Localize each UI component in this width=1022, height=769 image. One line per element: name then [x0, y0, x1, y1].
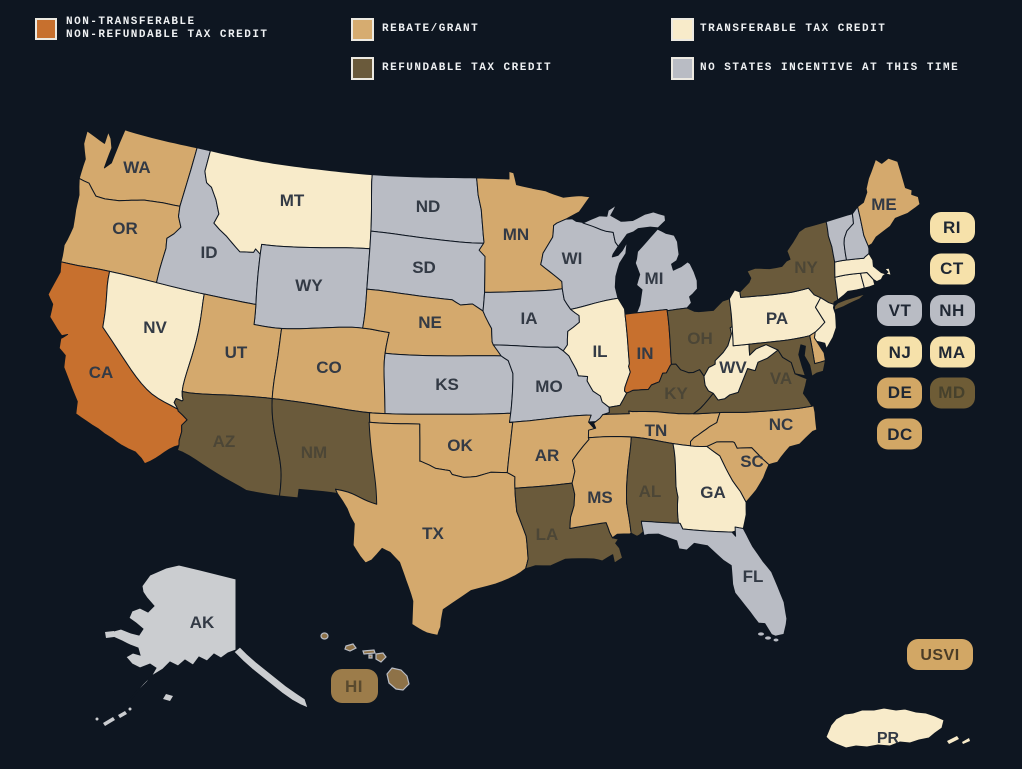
svg-text:PR: PR	[877, 730, 900, 747]
svg-text:FL: FL	[743, 567, 764, 586]
svg-text:CO: CO	[316, 358, 342, 377]
svg-text:ID: ID	[201, 243, 218, 262]
svg-text:USVI: USVI	[920, 647, 959, 664]
svg-text:AZ: AZ	[213, 432, 236, 451]
svg-text:WI: WI	[562, 249, 583, 268]
svg-text:LA: LA	[536, 525, 559, 544]
svg-text:NM: NM	[301, 443, 327, 462]
svg-text:AL: AL	[639, 482, 662, 501]
svg-text:SD: SD	[412, 258, 436, 277]
svg-text:VT: VT	[889, 301, 912, 320]
svg-text:NC: NC	[769, 415, 794, 434]
svg-text:VA: VA	[770, 369, 792, 388]
svg-text:MT: MT	[280, 191, 305, 210]
svg-text:IA: IA	[521, 309, 538, 328]
svg-text:OH: OH	[687, 329, 713, 348]
svg-text:MD: MD	[938, 383, 965, 402]
svg-text:MO: MO	[535, 377, 562, 396]
svg-text:IL: IL	[592, 342, 607, 361]
svg-text:CT: CT	[940, 259, 964, 278]
svg-text:NH: NH	[939, 301, 965, 320]
svg-text:MS: MS	[587, 488, 613, 507]
svg-text:NY: NY	[794, 258, 818, 277]
svg-text:MI: MI	[645, 269, 664, 288]
svg-text:OR: OR	[112, 219, 138, 238]
svg-text:PA: PA	[766, 309, 788, 328]
svg-text:WA: WA	[123, 158, 150, 177]
svg-text:MA: MA	[938, 343, 965, 362]
svg-text:NJ: NJ	[889, 343, 912, 362]
svg-text:AK: AK	[190, 613, 215, 632]
svg-text:WV: WV	[719, 358, 747, 377]
svg-text:RI: RI	[943, 218, 961, 237]
svg-text:OK: OK	[447, 436, 473, 455]
svg-text:DE: DE	[888, 383, 913, 402]
svg-text:GA: GA	[700, 483, 726, 502]
svg-text:IN: IN	[637, 344, 654, 363]
svg-text:DC: DC	[887, 425, 913, 444]
svg-text:TN: TN	[645, 421, 668, 440]
svg-text:CA: CA	[89, 363, 114, 382]
svg-text:NE: NE	[418, 313, 442, 332]
svg-text:NV: NV	[143, 318, 167, 337]
svg-text:SC: SC	[740, 452, 764, 471]
svg-text:KS: KS	[435, 375, 459, 394]
svg-text:WY: WY	[295, 276, 323, 295]
svg-text:ND: ND	[416, 197, 441, 216]
svg-text:AR: AR	[535, 446, 560, 465]
svg-text:KY: KY	[664, 384, 688, 403]
svg-text:TX: TX	[422, 524, 444, 543]
svg-text:ME: ME	[871, 195, 897, 214]
svg-text:HI: HI	[345, 677, 363, 696]
svg-text:MN: MN	[503, 225, 529, 244]
svg-text:UT: UT	[225, 343, 248, 362]
